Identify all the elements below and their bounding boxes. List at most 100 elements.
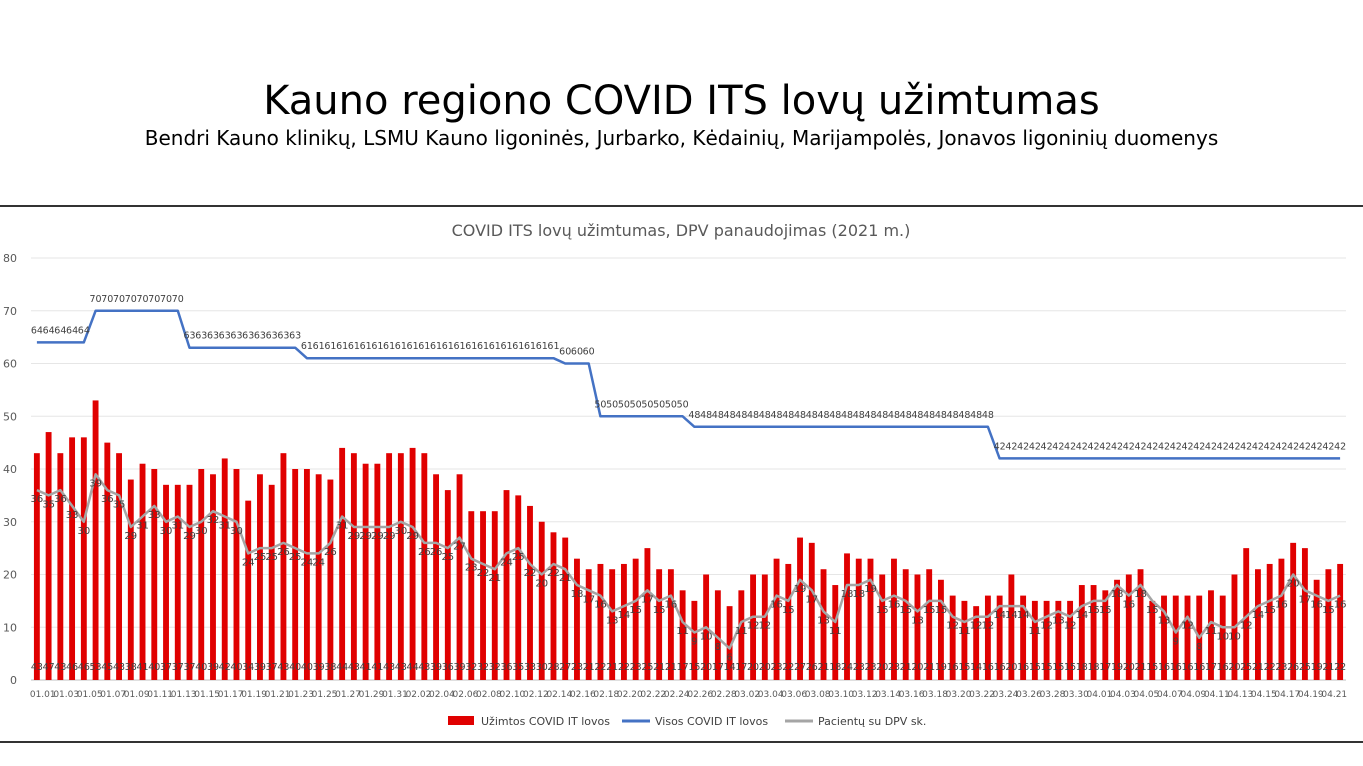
bar-value-label: 21 [1252, 662, 1264, 673]
x-tick-label: 03.04 [758, 690, 784, 700]
x-tick-label: 04.05 [1134, 690, 1160, 700]
x-tick-label: 02.22 [640, 690, 666, 700]
bar-occupied-beds [245, 500, 252, 680]
bar-value-label: 43 [54, 662, 66, 673]
total-beds-value-label: 70 [101, 294, 113, 305]
bar-occupied-beds [538, 521, 545, 680]
bar-value-label: 16 [1017, 662, 1029, 673]
total-beds-value-label: 48 [817, 410, 829, 421]
x-tick-label: 02.28 [711, 690, 737, 700]
bar-occupied-beds [151, 469, 158, 680]
bar-value-label: 14 [970, 662, 982, 673]
bar-value-label: 22 [618, 662, 630, 673]
dpv-value-label: 12 [946, 621, 959, 632]
x-tick-label: 02.24 [664, 690, 690, 700]
dpv-value-label: 24 [500, 557, 513, 568]
dpv-value-label: 29 [348, 531, 361, 542]
x-tick-label: 01.05 [77, 690, 103, 700]
total-beds-value-label: 63 [230, 331, 242, 342]
bar-value-label: 26 [806, 662, 818, 673]
x-tick-label: 01.07 [100, 690, 126, 700]
dpv-value-label: 32 [207, 515, 220, 526]
bar-value-label: 16 [1181, 662, 1193, 673]
bar-occupied-beds [808, 542, 815, 680]
bar-occupied-beds [1301, 548, 1308, 680]
bar-occupied-beds [1137, 569, 1144, 680]
dpv-value-label: 29 [383, 531, 396, 542]
total-beds-value-label: 64 [43, 325, 55, 336]
bar-value-label: 20 [1123, 662, 1135, 673]
bar-value-label: 38 [324, 662, 336, 673]
bar-value-label: 22 [594, 662, 606, 673]
x-tick-label: 03.12 [852, 690, 878, 700]
bar-occupied-beds [855, 558, 862, 680]
dpv-value-label: 13 [606, 615, 619, 626]
dpv-value-label: 11 [958, 626, 971, 637]
bar-occupied-beds [515, 495, 522, 680]
dpv-value-label: 31 [336, 520, 349, 531]
bar-occupied-beds [1020, 595, 1027, 680]
bar-occupied-beds [57, 453, 64, 680]
bar-occupied-beds [397, 453, 404, 680]
bar-value-label: 35 [512, 662, 524, 673]
total-beds-value-label: 42 [1052, 441, 1064, 452]
x-tick-label: 01.19 [241, 690, 267, 700]
bar-occupied-beds [609, 569, 616, 680]
bar-value-label: 32 [477, 662, 489, 673]
bar-occupied-beds [45, 432, 52, 680]
bar-occupied-beds [1031, 600, 1038, 680]
bar-value-label: 14 [724, 662, 736, 673]
total-beds-value-label: 70 [160, 294, 172, 305]
chart-title: COVID ITS lovų užimtumas, DPV panaudojim… [452, 221, 911, 240]
bar-occupied-beds [456, 474, 463, 680]
x-tick-label: 03.26 [1016, 690, 1042, 700]
bar-value-label: 15 [1041, 662, 1053, 673]
bar-value-label: 15 [688, 662, 700, 673]
legend-label: Visos COVID IT lovos [655, 715, 768, 728]
bar-value-label: 15 [1146, 662, 1158, 673]
bar-value-label: 22 [1264, 662, 1276, 673]
total-beds-value-label: 42 [1311, 441, 1323, 452]
bar-occupied-beds [303, 469, 310, 680]
bar-occupied-beds [433, 474, 440, 680]
x-tick-label: 03.10 [828, 690, 854, 700]
y-tick-label: 70 [3, 305, 17, 318]
total-beds-value-label: 61 [383, 341, 395, 352]
bar-occupied-beds [926, 569, 933, 680]
bar-occupied-beds [409, 447, 416, 680]
line-dpv-patients [36, 473, 1341, 650]
y-axis-ticks: 0 10 20 30 40 50 60 70 80 [3, 252, 17, 687]
bar-value-label: 22 [782, 662, 794, 673]
bar-occupied-beds [1172, 595, 1179, 680]
dpv-value-label: 14 [993, 610, 1006, 621]
bar-occupied-beds [1114, 579, 1120, 680]
bar-value-label: 53 [90, 662, 102, 673]
total-beds-value-label: 42 [1099, 441, 1111, 452]
bar-value-label: 39 [207, 662, 219, 673]
total-beds-value-label: 42 [994, 441, 1006, 452]
dpv-value-label: 11 [1205, 626, 1218, 637]
total-beds-value-label: 48 [947, 410, 959, 421]
total-beds-value-label: 70 [148, 294, 160, 305]
bar-value-label: 41 [360, 662, 372, 673]
x-tick-label: 04.03 [1110, 690, 1136, 700]
legend-label: Pacientų su DPV sk. [818, 715, 926, 728]
y-tick-label: 20 [3, 569, 17, 582]
dpv-value-label: 15 [629, 605, 642, 616]
bar-value-label: 17 [1099, 662, 1111, 673]
total-beds-value-label: 61 [454, 341, 466, 352]
total-beds-value-label: 42 [1334, 441, 1346, 452]
total-beds-value-label: 48 [900, 410, 912, 421]
bar-occupied-beds [562, 537, 569, 680]
bar-value-label: 21 [1322, 662, 1334, 673]
dpv-value-label: 18 [852, 589, 865, 600]
bar-occupied-beds [844, 553, 850, 680]
total-beds-value-label: 42 [1064, 441, 1076, 452]
bar-value-label: 16 [1170, 662, 1182, 673]
total-beds-value-label: 60 [559, 347, 571, 358]
bar-value-label: 22 [1334, 662, 1346, 673]
total-beds-value-label: 42 [1134, 441, 1146, 452]
bar-occupied-beds [761, 574, 768, 680]
total-beds-value-label: 42 [1205, 441, 1217, 452]
x-tick-label: 01.01 [30, 690, 56, 700]
